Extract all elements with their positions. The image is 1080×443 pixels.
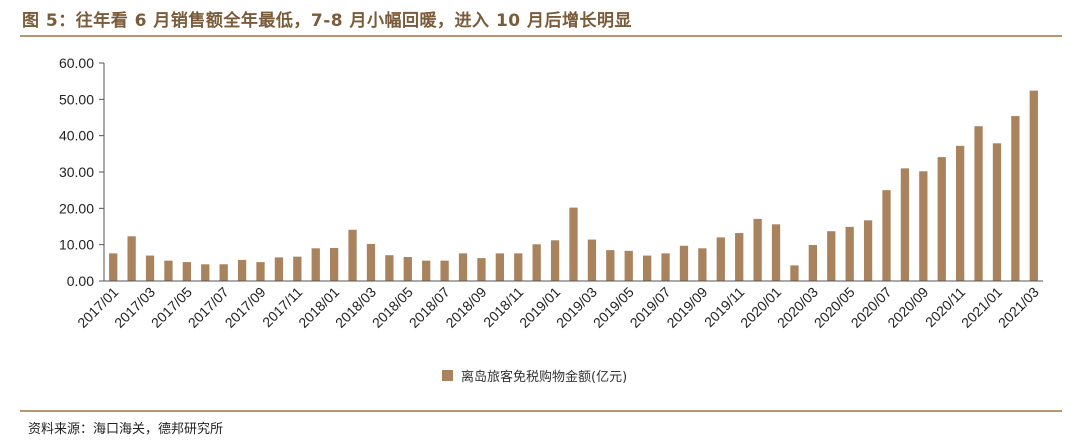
bar-2018-09 <box>477 258 486 281</box>
bar-2018-04 <box>385 255 394 281</box>
bar-2018-11 <box>514 253 523 281</box>
bar-2018-05 <box>403 257 412 281</box>
bar-2020-06 <box>863 220 873 281</box>
bar-2020-05 <box>845 226 854 281</box>
bar-2020-09 <box>919 171 928 281</box>
bar-2017-12 <box>311 248 320 281</box>
x-axis: 2017/012017/032017/052017/072017/092017/… <box>74 280 1043 331</box>
bar-2019-10 <box>716 237 725 281</box>
bar-2019-05 <box>624 250 633 281</box>
bar-series <box>109 90 1038 282</box>
bar-2019-01 <box>550 240 560 281</box>
bar-2019-08 <box>679 245 689 281</box>
bar-chart: 0.00 10.00 20.00 30.00 40.00 50.00 60.00 2017/… <box>59 55 1043 331</box>
bar-2017-06 <box>201 264 210 281</box>
bar-2020-07 <box>882 190 891 281</box>
bar-2017-02 <box>127 236 136 281</box>
bar-2017-04 <box>164 260 173 281</box>
bar-2018-10 <box>495 253 504 281</box>
bar-2020-12 <box>974 126 983 281</box>
bar-2019-11 <box>735 233 744 281</box>
legend-swatch <box>442 370 453 381</box>
y-tick-label: 50.00 <box>59 91 94 107</box>
source-note: 资料来源：海口海关，德邦研究所 <box>28 422 224 437</box>
bar-2018-01 <box>330 247 339 281</box>
y-tick-label: 0.00 <box>67 273 94 289</box>
bar-2018-07 <box>440 260 449 281</box>
bar-2018-08 <box>458 253 468 281</box>
bar-2019-04 <box>606 250 615 281</box>
bar-2020-01 <box>771 224 781 281</box>
bar-2019-02 <box>569 207 578 281</box>
bar-2019-09 <box>698 248 707 281</box>
figure-title: 图 5：往年看 6 月销售额全年最低，7-8 月小幅回暖，进入 10 月后增长明… <box>22 11 633 31</box>
bar-2021-01 <box>992 143 1002 281</box>
bar-2019-06 <box>643 255 652 281</box>
bar-2017-05 <box>182 262 191 281</box>
legend-label: 离岛旅客免税购物金额(亿元) <box>461 370 628 385</box>
bar-2019-12 <box>753 218 762 281</box>
bar-2018-12 <box>532 244 541 281</box>
bar-2020-03 <box>808 245 817 281</box>
y-tick-label: 40.00 <box>59 128 94 144</box>
bar-2021-03 <box>1029 90 1038 281</box>
bar-2017-09 <box>256 262 265 281</box>
x-tick-label: 2020/09 <box>884 284 931 331</box>
bar-2020-08 <box>900 168 910 281</box>
bar-2020-02 <box>790 265 799 281</box>
bar-2017-11 <box>293 256 302 281</box>
y-tick-label: 10.00 <box>59 237 94 253</box>
bar-2019-07 <box>661 253 670 281</box>
bar-2017-03 <box>145 255 155 281</box>
bar-2019-03 <box>587 239 597 281</box>
bar-2018-06 <box>422 260 431 281</box>
x-tick-label: 2019/09 <box>663 284 710 331</box>
x-tick-label: 2021/03 <box>995 284 1042 331</box>
x-tick-label: 2017/09 <box>222 284 269 331</box>
y-tick-label: 60.00 <box>59 55 94 71</box>
bar-2020-04 <box>827 231 836 281</box>
bar-2017-08 <box>237 259 247 281</box>
title-divider <box>20 35 1062 37</box>
y-tick-label: 20.00 <box>59 200 94 216</box>
bar-2017-10 <box>274 257 284 281</box>
footer-divider <box>20 410 1062 412</box>
y-axis: 0.00 10.00 20.00 30.00 40.00 50.00 60.00 <box>59 55 105 289</box>
bar-2018-02 <box>348 229 357 281</box>
bar-2018-03 <box>366 243 376 281</box>
x-tick-label: 2018/09 <box>442 284 489 331</box>
legend: 离岛旅客免税购物金额(亿元) <box>442 366 627 385</box>
bar-2020-11 <box>956 145 965 281</box>
bar-2017-01 <box>109 253 118 281</box>
bar-2020-10 <box>937 157 946 281</box>
bar-2021-02 <box>1011 116 1020 282</box>
y-tick-label: 30.00 <box>59 164 94 180</box>
bar-2017-07 <box>219 264 228 281</box>
